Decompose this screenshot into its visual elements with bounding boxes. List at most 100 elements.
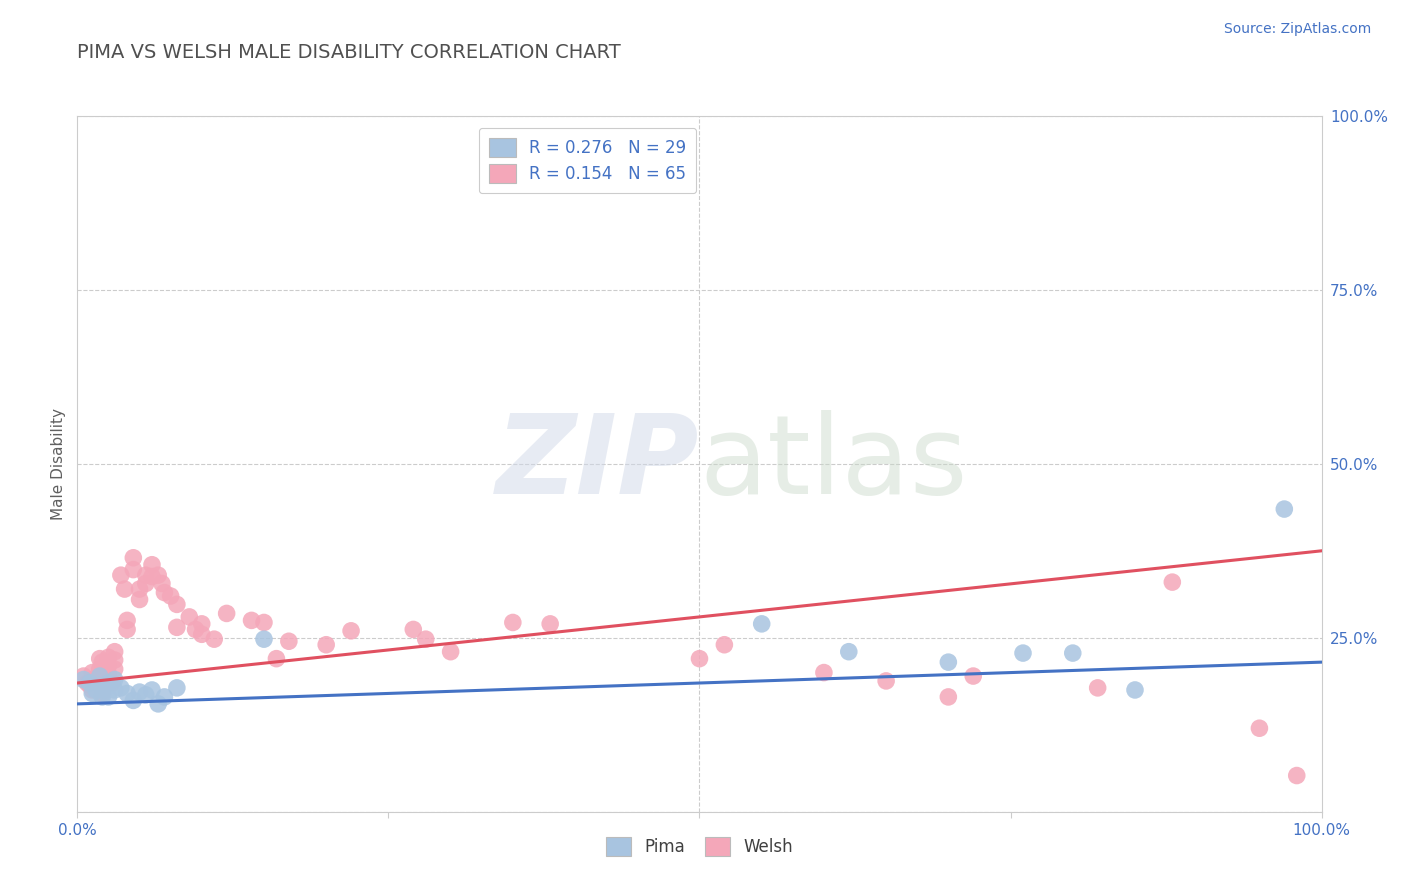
Point xyxy=(101,676,124,690)
Point xyxy=(122,550,145,565)
Text: atlas: atlas xyxy=(700,410,967,517)
Point xyxy=(82,665,104,680)
Point xyxy=(1285,768,1308,782)
Point xyxy=(253,615,276,630)
Point xyxy=(962,669,984,683)
Point xyxy=(153,585,176,599)
Point xyxy=(415,632,437,647)
Point xyxy=(938,655,960,669)
Point xyxy=(97,650,120,665)
Point xyxy=(110,568,132,582)
Point xyxy=(89,662,111,676)
Point xyxy=(166,681,188,695)
Point xyxy=(91,680,114,694)
Point xyxy=(266,651,288,665)
Point xyxy=(72,673,94,687)
Point xyxy=(93,683,115,698)
Point xyxy=(128,685,150,699)
Point xyxy=(875,673,897,688)
Point xyxy=(689,651,711,665)
Point xyxy=(179,610,201,624)
Point xyxy=(104,673,127,687)
Point xyxy=(97,690,120,704)
Point xyxy=(166,620,188,634)
Point xyxy=(91,655,114,669)
Point xyxy=(91,690,114,704)
Point xyxy=(253,632,276,647)
Point xyxy=(751,616,773,631)
Point xyxy=(166,598,188,612)
Point xyxy=(1012,646,1035,660)
Point xyxy=(104,653,127,667)
Point xyxy=(115,686,138,700)
Point xyxy=(215,607,238,621)
Point xyxy=(104,662,127,676)
Point xyxy=(402,623,425,637)
Point xyxy=(1249,721,1271,735)
Point xyxy=(114,582,136,596)
Point xyxy=(141,683,163,698)
Point xyxy=(84,681,107,695)
Point xyxy=(1087,681,1109,695)
Point xyxy=(1123,683,1146,698)
Point xyxy=(150,576,173,591)
Point xyxy=(202,632,225,647)
Text: PIMA VS WELSH MALE DISABILITY CORRELATION CHART: PIMA VS WELSH MALE DISABILITY CORRELATIO… xyxy=(77,44,621,62)
Point xyxy=(813,665,835,680)
Point xyxy=(104,645,127,659)
Point xyxy=(538,616,561,631)
Point xyxy=(72,669,94,683)
Point xyxy=(1161,575,1184,590)
Point xyxy=(97,676,120,690)
Point xyxy=(135,568,157,582)
Point xyxy=(82,683,104,698)
Point xyxy=(91,686,114,700)
Point xyxy=(89,669,111,683)
Point xyxy=(938,690,960,704)
Point xyxy=(141,569,163,583)
Point xyxy=(440,645,463,659)
Point xyxy=(79,678,101,692)
Point xyxy=(84,671,107,685)
Point xyxy=(115,614,138,628)
Point xyxy=(240,614,263,628)
Point xyxy=(184,623,207,637)
Point xyxy=(76,676,98,690)
Point xyxy=(128,592,150,607)
Point xyxy=(838,645,860,659)
Text: ZIP: ZIP xyxy=(496,410,700,517)
Point xyxy=(84,683,107,698)
Point xyxy=(713,638,735,652)
Point xyxy=(148,697,170,711)
Point xyxy=(1062,646,1084,660)
Point xyxy=(110,681,132,695)
Point xyxy=(97,658,120,673)
Point xyxy=(115,623,138,637)
Point xyxy=(82,686,104,700)
Point xyxy=(79,676,101,690)
Point xyxy=(191,616,214,631)
Point xyxy=(91,669,114,683)
Point xyxy=(104,683,127,698)
Y-axis label: Male Disability: Male Disability xyxy=(51,408,66,520)
Point xyxy=(122,693,145,707)
Point xyxy=(148,568,170,582)
Point xyxy=(97,667,120,681)
Point xyxy=(502,615,524,630)
Point xyxy=(1272,502,1295,516)
Point xyxy=(91,678,114,692)
Point xyxy=(191,627,214,641)
Point xyxy=(122,563,145,577)
Point xyxy=(153,690,176,704)
Point xyxy=(135,688,157,702)
Point xyxy=(340,624,363,638)
Point xyxy=(141,558,163,572)
Point xyxy=(128,582,150,596)
Point xyxy=(315,638,337,652)
Text: Source: ZipAtlas.com: Source: ZipAtlas.com xyxy=(1223,22,1371,37)
Legend: Pima, Welsh: Pima, Welsh xyxy=(599,830,800,863)
Point xyxy=(135,576,157,591)
Point xyxy=(159,589,181,603)
Point xyxy=(89,651,111,665)
Point xyxy=(277,634,299,648)
